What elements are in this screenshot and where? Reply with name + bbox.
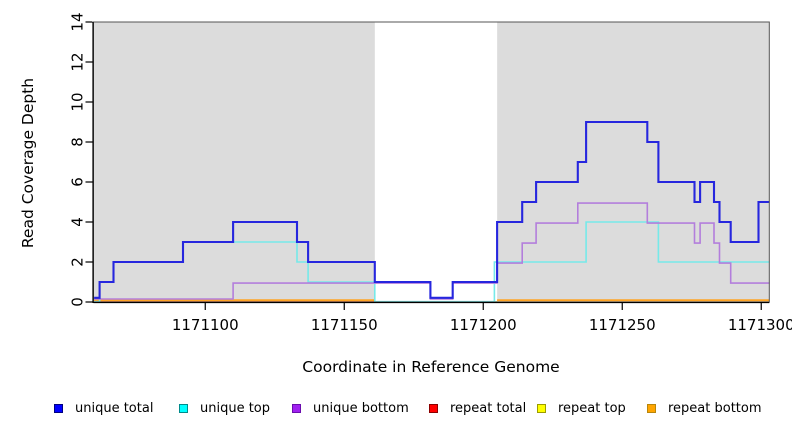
y-tick-label: 14 bbox=[69, 12, 87, 31]
y-tick-label: 6 bbox=[69, 177, 87, 187]
legend-label: unique bottom bbox=[313, 400, 409, 416]
legend-item-repeat-top: repeat top bbox=[537, 399, 626, 417]
unique-top-swatch-icon bbox=[179, 403, 188, 413]
y-tick-label: 10 bbox=[69, 92, 87, 111]
y-tick-label: 12 bbox=[69, 52, 87, 71]
x-tick-label: 1171300 bbox=[728, 316, 792, 334]
legend-label: unique total bbox=[75, 400, 154, 416]
legend-item-unique-bottom: unique bottom bbox=[292, 399, 409, 417]
x-axis-title: Coordinate in Reference Genome bbox=[302, 358, 560, 376]
legend-item-repeat-bottom: repeat bottom bbox=[647, 399, 762, 417]
unique-bottom-swatch-icon bbox=[292, 403, 301, 413]
legend-label: repeat total bbox=[450, 400, 527, 416]
repeat-bottom-swatch-icon bbox=[647, 403, 656, 413]
x-tick-label: 1171250 bbox=[589, 316, 656, 334]
x-tick-label: 1171100 bbox=[172, 316, 239, 334]
x-tick-label: 1171150 bbox=[311, 316, 378, 334]
legend-item-unique-total: unique total bbox=[54, 399, 153, 417]
x-tick-label: 1171200 bbox=[450, 316, 517, 334]
unique-total-swatch-icon bbox=[54, 403, 63, 413]
legend-item-repeat-total: repeat total bbox=[429, 399, 526, 417]
repeat-region-right bbox=[497, 22, 770, 302]
y-tick-label: 2 bbox=[69, 257, 87, 267]
legend-label: unique top bbox=[200, 400, 271, 416]
legend-label: repeat top bbox=[558, 400, 626, 416]
y-tick-label: 8 bbox=[69, 137, 87, 147]
y-tick-label: 4 bbox=[69, 217, 87, 227]
series-line-unique-total bbox=[94, 120, 770, 299]
repeat-region-left bbox=[93, 22, 375, 302]
repeat-top-swatch-icon bbox=[537, 403, 546, 413]
legend-label: repeat bottom bbox=[668, 400, 762, 416]
repeat-total-swatch-icon bbox=[429, 403, 438, 413]
y-axis-title: Read Coverage Depth bbox=[19, 77, 37, 249]
y-tick-label: 0 bbox=[69, 297, 87, 307]
legend-item-unique-top: unique top bbox=[179, 399, 270, 417]
series-line-unique-bottom bbox=[94, 202, 770, 300]
